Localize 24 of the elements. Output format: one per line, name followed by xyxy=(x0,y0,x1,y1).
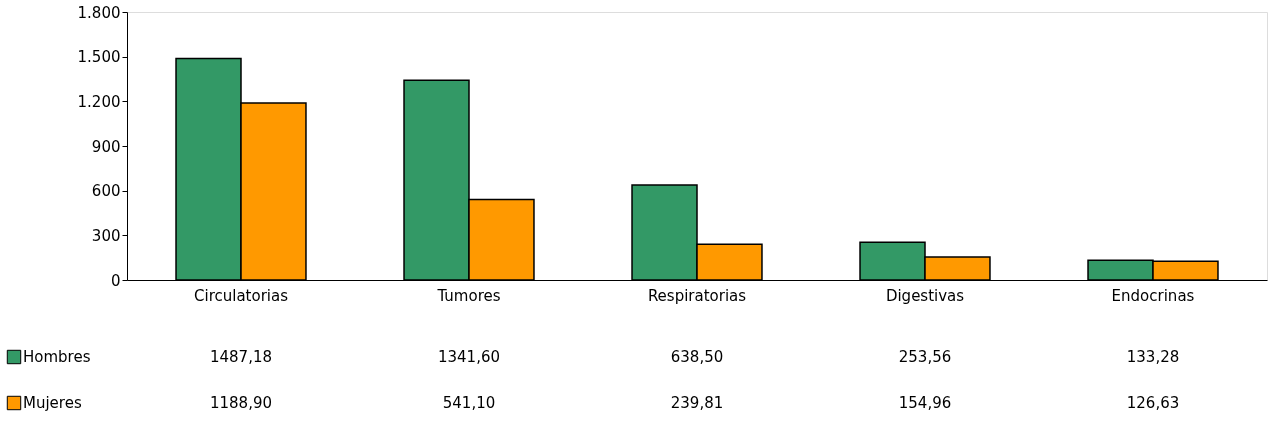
data-label: 133,28 xyxy=(1126,348,1180,366)
legend-label: Hombres xyxy=(23,348,91,366)
data-label: 1487,18 xyxy=(209,348,273,366)
data-label: 638,50 xyxy=(670,348,724,366)
y-tick-label: 1.500 xyxy=(77,48,121,67)
data-label: 154,96 xyxy=(898,394,952,412)
y-tick-label: 600 xyxy=(91,182,121,201)
y-tick-label: 900 xyxy=(91,137,121,156)
data-label: 253,56 xyxy=(898,348,952,366)
y-tick-label: 0 xyxy=(110,271,121,290)
y-tick-label: 300 xyxy=(91,226,121,245)
y-tick-label: 1.800 xyxy=(77,3,121,22)
x-tick-label: Respiratorias xyxy=(647,286,747,305)
x-tick-label: Endocrinas xyxy=(1111,286,1195,305)
data-label: 1188,90 xyxy=(209,394,273,412)
data-label: 1341,60 xyxy=(437,348,501,366)
x-tick-label: Circulatorias xyxy=(194,286,289,305)
data-label: 239,81 xyxy=(670,394,724,412)
legend-label: Mujeres xyxy=(23,394,82,412)
data-label: 541,10 xyxy=(442,394,496,412)
y-tick-label: 1.200 xyxy=(77,92,121,111)
x-tick-label: Tumores xyxy=(436,286,501,305)
x-tick-label: Digestivas xyxy=(885,286,965,305)
data-label: 126,63 xyxy=(1126,394,1180,412)
